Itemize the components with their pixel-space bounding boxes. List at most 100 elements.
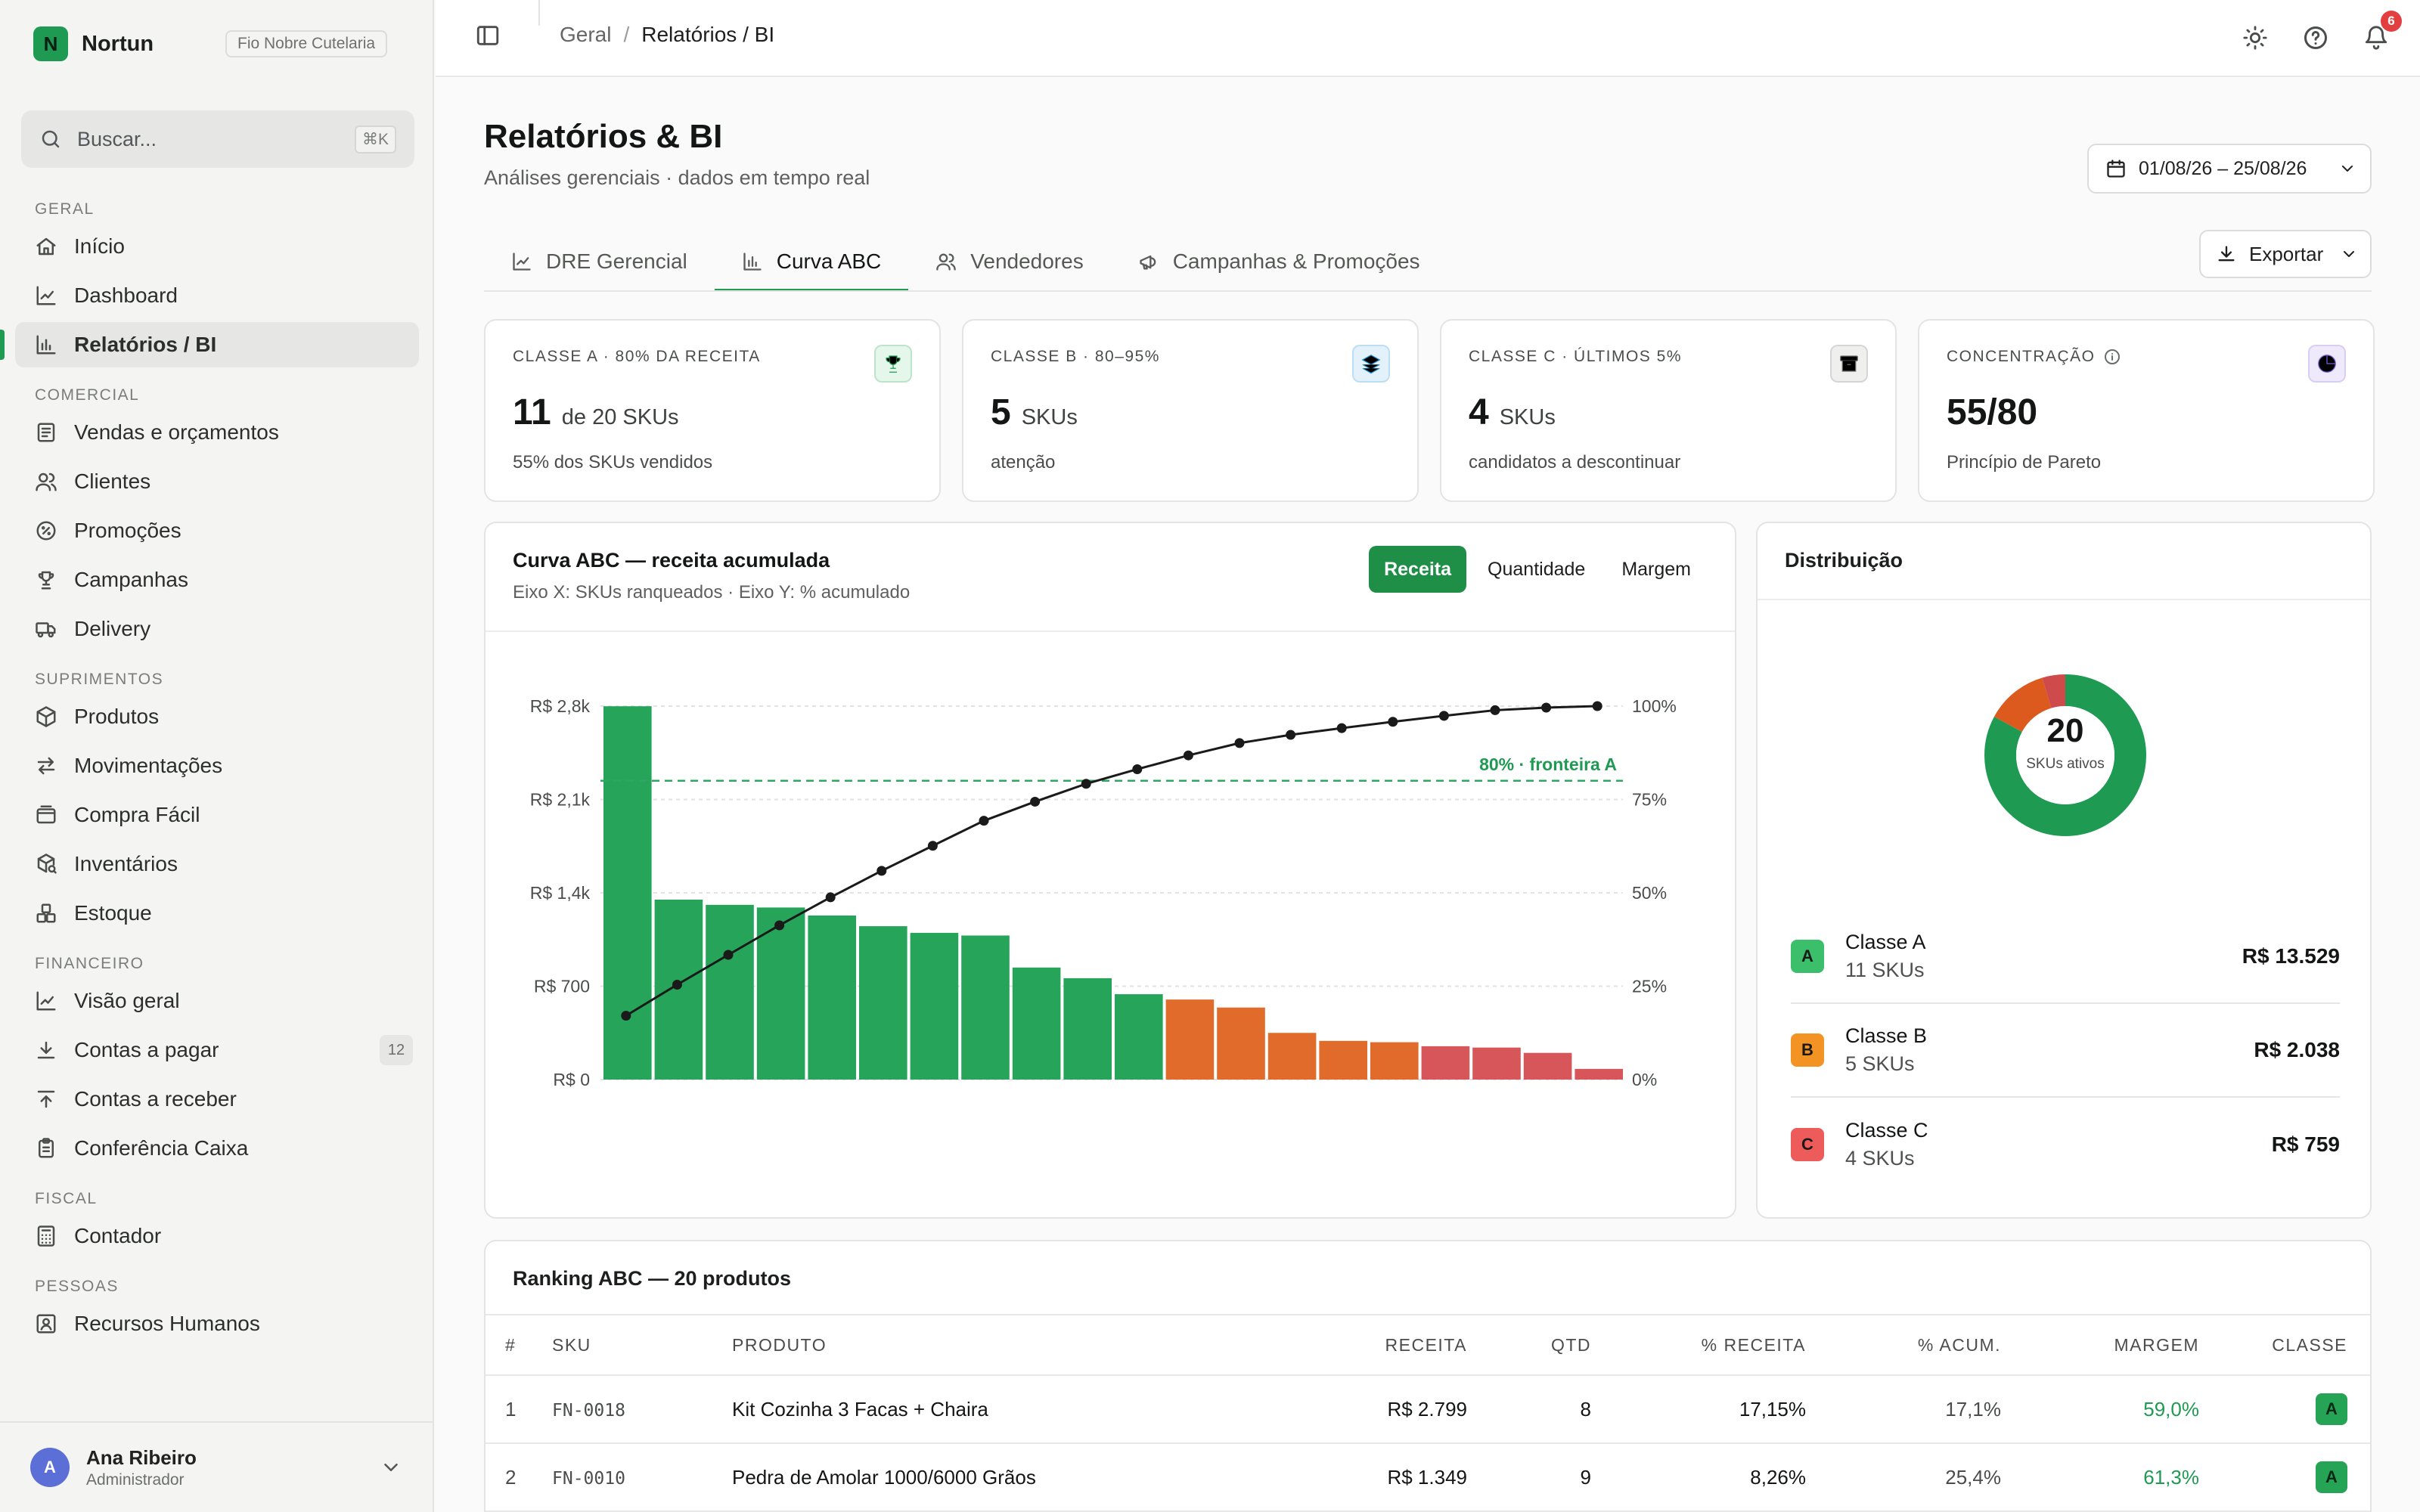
cell-value: 61,3%	[2143, 1465, 2199, 1489]
column-header[interactable]: MARGEM	[2006, 1314, 2204, 1376]
cumulative-line	[625, 705, 1598, 1017]
date-range-value: 01/08/26 – 25/08/26	[2139, 157, 2307, 179]
sidebar-item-label: Início	[74, 234, 125, 258]
sidebar-item-inventários[interactable]: Inventários	[15, 841, 419, 887]
table-row[interactable]: 1 FN-0018 Kit Cozinha 3 Facas + Chaira R$ 2…	[486, 1375, 2370, 1444]
table-row[interactable]: 2 FN-0010 Pedra de Amolar 1000/6000 Grãos R…	[486, 1443, 2370, 1512]
sidebar-item-início[interactable]: Início	[15, 224, 419, 269]
column-header[interactable]: PRODUTO	[732, 1314, 1261, 1376]
line-chart-icon	[33, 990, 59, 1012]
chevron-down-icon	[2340, 245, 2358, 263]
chevron-down-icon[interactable]	[380, 1456, 402, 1479]
notification-bell-icon[interactable]: 6	[2360, 11, 2402, 54]
search-input[interactable]: Buscar...	[77, 127, 157, 150]
cumulative-point-1	[621, 1011, 631, 1021]
trophy-icon	[874, 345, 912, 383]
user-menu[interactable]: A Ana Ribeiro Administrador	[0, 1421, 434, 1512]
export-button[interactable]: Exportar	[2199, 230, 2372, 278]
mode-quantidade-button[interactable]: Quantidade	[1488, 558, 1586, 580]
sidebar-item-conferência-caixa[interactable]: Conferência Caixa	[15, 1126, 419, 1171]
tab-label: DRE Gerencial	[546, 249, 687, 273]
sidebar-item-clientes[interactable]: Clientes	[15, 459, 419, 504]
users-icon	[33, 470, 59, 493]
abc-pareto-chart: R$ 0 0% R$ 700 25% R$ 1,4k 50% R$ 2,1k 75% R$ 2,…	[530, 696, 1677, 1089]
sidebar-nav: GERAL Início Dashboard Relatórios / BI COMER…	[0, 181, 434, 1350]
chart-mode-toggle: Receita Quantidade Margem	[1363, 546, 1706, 593]
sidebar-item-produtos[interactable]: Produtos	[15, 694, 419, 739]
nav-section-financeiro: FINANCEIRO	[35, 955, 144, 972]
date-range-picker[interactable]: 01/08/26 – 25/08/26	[2087, 144, 2372, 194]
ranking-title: Ranking ABC — 20 produtos	[513, 1267, 792, 1290]
kpi-label: CLASSE B · 80–95%	[991, 348, 1160, 365]
help-icon[interactable]	[2299, 21, 2332, 54]
tab-dre-gerencial[interactable]: DRE Gerencial	[484, 231, 715, 292]
user-role: Administrador	[86, 1470, 185, 1489]
kpi-value: 4	[1469, 392, 1489, 432]
kpi-label: CLASSE C · ÚLTIMOS 5%	[1469, 348, 1683, 365]
sidebar-item-delivery[interactable]: Delivery	[15, 606, 419, 652]
class-badge: C	[1791, 1128, 1824, 1161]
bar-sku-3	[706, 904, 754, 1080]
sidebar-item-movimentações[interactable]: Movimentações	[15, 743, 419, 789]
tab-vendedores[interactable]: Vendedores	[908, 231, 1110, 292]
mode-margem-button[interactable]: Margem	[1621, 558, 1691, 580]
column-header[interactable]: CLASSE	[2204, 1314, 2370, 1376]
brand[interactable]: N Nortun	[33, 26, 154, 62]
brand-logo: N	[33, 26, 68, 61]
cell-sku: FN-0018	[552, 1375, 732, 1444]
tab-campanhas-promo-es[interactable]: Campanhas & Promoções	[1111, 231, 1447, 292]
cell-sku: FN-0010	[552, 1443, 732, 1512]
sidebar-item-campanhas[interactable]: Campanhas	[15, 557, 419, 603]
tab-curva-abc[interactable]: Curva ABC	[714, 231, 909, 292]
theme-toggle-icon[interactable]	[2238, 21, 2272, 54]
column-header[interactable]: % RECEITA	[1596, 1314, 1810, 1376]
class-sku-count: 5 SKUs	[1845, 1052, 1915, 1075]
class-badge: A	[1791, 940, 1824, 973]
chart-title: Curva ABC — receita acumulada	[513, 549, 830, 572]
info-icon[interactable]	[2103, 348, 2121, 366]
sidebar-item-recursos-humanos[interactable]: Recursos Humanos	[15, 1301, 419, 1346]
nav-section-suprimentos: SUPRIMENTOS	[35, 671, 164, 688]
mode-receita-button[interactable]: Receita	[1369, 546, 1467, 593]
kpi-label: CLASSE A · 80% DA RECEITA	[513, 348, 761, 365]
ranking-card: Ranking ABC — 20 produtos # SKU PRODUTO REC…	[484, 1240, 2372, 1512]
sidebar-item-vendas-e-orçamentos[interactable]: Vendas e orçamentos	[15, 410, 419, 455]
column-header[interactable]: #	[486, 1314, 552, 1376]
sidebar-item-dashboard[interactable]: Dashboard	[15, 273, 419, 318]
cumulative-point-4	[774, 920, 785, 931]
wallet-icon	[33, 804, 59, 826]
sidebar-item-visão-geral[interactable]: Visão geral	[15, 978, 419, 1024]
cell-value: 8,26%	[1750, 1465, 1806, 1489]
column-header[interactable]: RECEITA	[1261, 1314, 1472, 1376]
donut-total: 20	[2046, 712, 2084, 749]
bar-sku-7	[910, 932, 959, 1080]
chart-subtitle: Eixo X: SKUs ranqueados · Eixo Y: % acum…	[513, 582, 911, 603]
ranking-table: # SKU PRODUTO RECEITA QTD% RECEITA% ACUM. MAR…	[486, 1314, 2370, 1512]
box-search-icon	[33, 853, 59, 875]
sidebar-item-estoque[interactable]: Estoque	[15, 891, 419, 936]
search-box[interactable]: Buscar... ⌘K	[21, 110, 414, 168]
user-name: Ana Ribeiro	[86, 1445, 197, 1469]
nav-section-geral: GERAL	[35, 200, 95, 218]
org-badge[interactable]: Fio Nobre Cutelaria	[225, 30, 388, 57]
sidebar-toggle-icon[interactable]	[475, 23, 501, 48]
sidebar-item-contas-a-pagar[interactable]: Contas a pagar 12	[15, 1027, 419, 1073]
cell-qtd: 8	[1472, 1375, 1596, 1444]
column-header[interactable]: % ACUM.	[1810, 1314, 2006, 1376]
kpi-unit: de 20 SKUs	[561, 405, 679, 429]
sidebar-item-contas-a-receber[interactable]: Contas a receber	[15, 1077, 419, 1122]
cumulative-point-19	[1541, 702, 1552, 713]
bar-sku-2	[654, 899, 703, 1080]
sidebar-item-contador[interactable]: Contador	[15, 1213, 419, 1259]
column-header[interactable]: QTD	[1472, 1314, 1596, 1376]
column-header[interactable]: SKU	[552, 1314, 732, 1376]
truck-icon	[33, 618, 59, 640]
class-row-a: A Classe A 11 SKUs R$ 13.529	[1791, 910, 2340, 1004]
sidebar-item-compra-fácil[interactable]: Compra Fácil	[15, 792, 419, 838]
sidebar-item-promoções[interactable]: Promoções	[15, 508, 419, 553]
sidebar-item-relatórios-bi[interactable]: Relatórios / BI	[0, 322, 419, 367]
id-card-icon	[33, 1312, 59, 1335]
class-donut-chart	[1984, 674, 2146, 836]
breadcrumb-geral[interactable]: Geral	[560, 23, 612, 46]
kpi-card: CLASSE B · 80–95% 5 SKUs atenção	[962, 319, 1419, 502]
